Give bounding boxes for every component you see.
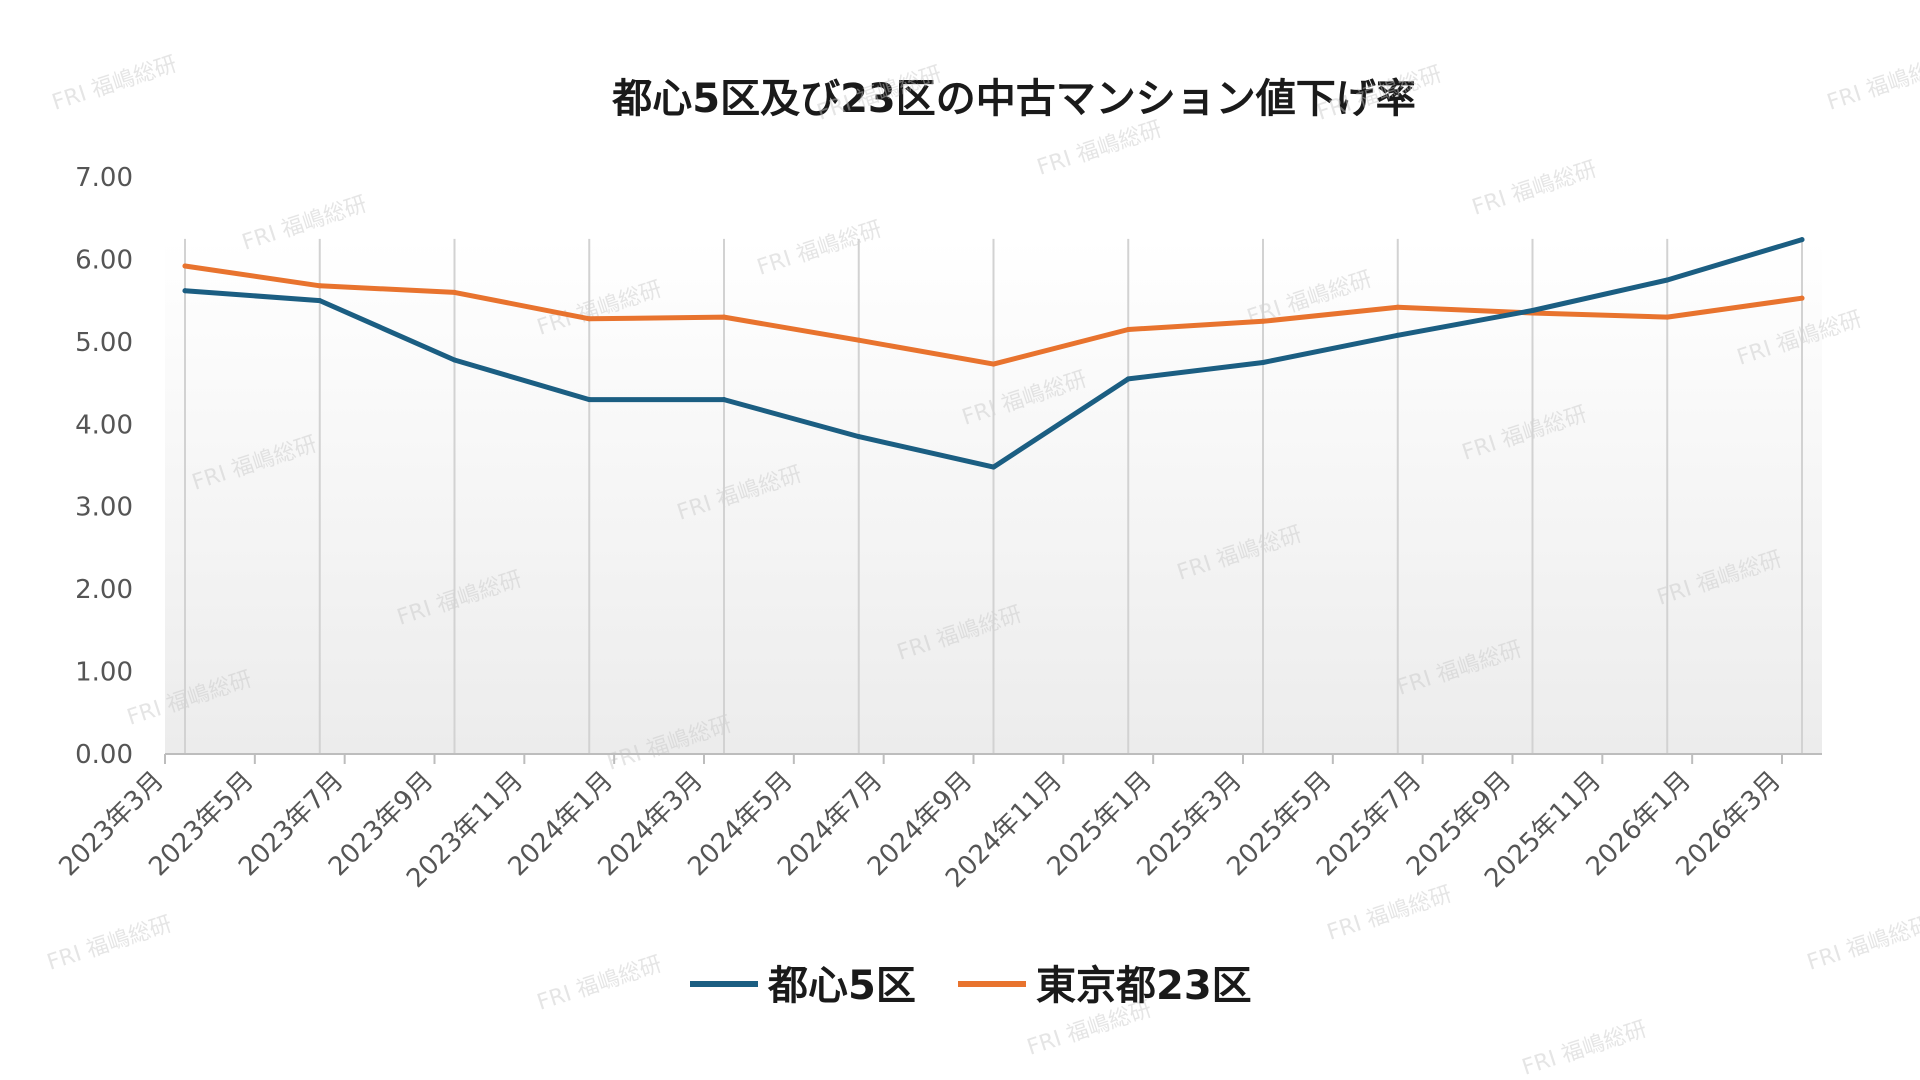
watermark-text: FRI 福嶋総研 [534,952,665,1016]
y-tick-label: 5.00 [75,328,133,358]
watermark-text: FRI 福嶋総研 [1824,52,1920,116]
data-point [1799,295,1805,301]
data-point [1799,237,1805,243]
chart-title: 都心5区及び23区の中古マンション値下げ率 [611,76,1416,122]
watermark-text: FRI 福嶋総研 [49,52,180,116]
data-point [721,397,727,403]
watermark-text: FRI 福嶋総研 [1469,157,1600,221]
data-point [1260,359,1266,365]
y-tick-label: 1.00 [75,658,133,688]
watermark-text: FRI 福嶋総研 [1324,882,1455,946]
data-point [991,361,996,367]
data-point [317,298,323,304]
data-point [182,288,188,294]
y-tick-label: 7.00 [75,163,133,193]
watermark-text: FRI 福嶋総研 [1804,912,1920,976]
y-tick-label: 6.00 [75,245,133,275]
data-point [1664,314,1670,320]
y-tick-label: 2.00 [75,575,133,605]
watermark-text: FRI 福嶋総研 [1034,117,1165,181]
data-point [1125,376,1131,382]
data-point [317,283,323,289]
legend: 都心5区 東京都23区 [690,963,1252,1009]
y-tick-label: 0.00 [75,740,133,770]
data-point [452,289,457,295]
y-tick-label: 4.00 [75,410,133,440]
vertical-gridlines [184,238,1803,754]
data-point [452,357,457,363]
series-lines [182,237,1805,470]
data-point [856,337,862,343]
data-point [1395,332,1401,338]
data-point [586,397,592,403]
data-point [1664,277,1670,283]
legend-label: 都心5区 [767,963,916,1009]
data-point [991,464,996,470]
legend-label: 東京都23区 [1036,963,1252,1009]
data-point [1260,318,1266,324]
data-point [721,314,727,320]
y-axis-ticks: 0.00 1.00 2.00 3.00 4.00 5.00 6.00 7.00 [75,163,133,770]
data-point [182,263,188,269]
data-point [586,316,592,322]
y-tick-label: 3.00 [75,493,133,523]
data-point [1125,326,1131,332]
data-point [1395,304,1401,310]
watermark-text: FRI 福嶋総研 [44,912,175,976]
watermark-text: FRI 福嶋総研 [1519,1017,1650,1080]
data-point [856,434,862,440]
data-point [1530,308,1535,314]
x-axis: 2023年3月2023年5月2023年7月2023年9月2023年11月2024… [53,753,1822,894]
